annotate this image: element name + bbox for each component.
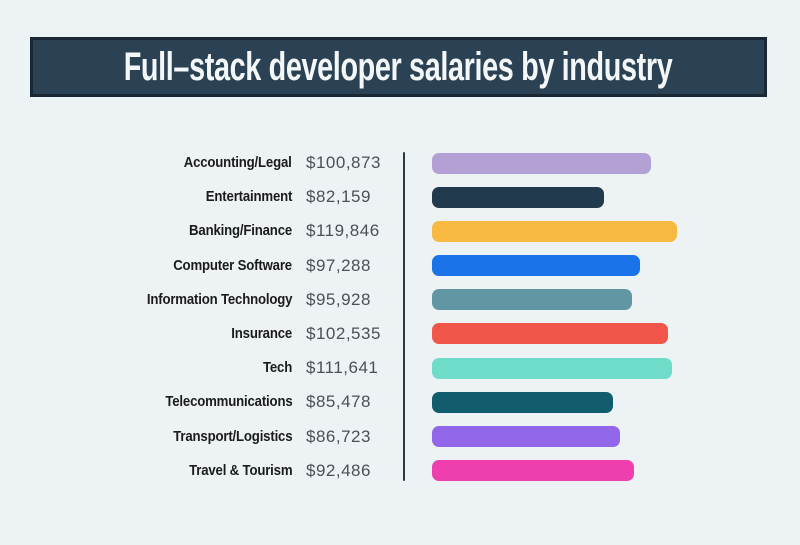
bar (432, 357, 672, 379)
page-title: Full–stack developer salaries by industr… (124, 44, 673, 89)
value-label: $95,928 (306, 289, 371, 309)
chart-row: Entertainment $82,159 (0, 180, 800, 214)
category-label: Banking/Finance (189, 222, 292, 240)
chart-row: Travel & Tourism $92,486 (0, 454, 800, 488)
axis-baseline (403, 152, 405, 481)
value-label: $85,478 (306, 392, 371, 412)
category-label: Information Technology (146, 290, 293, 308)
value-label: $82,159 (306, 187, 371, 207)
bar (432, 391, 613, 413)
chart-row: Computer Software $97,288 (0, 249, 800, 283)
chart-row: Transport/Logistics $86,723 (0, 420, 800, 454)
bar (432, 460, 634, 482)
title-banner: Full–stack developer salaries by industr… (30, 37, 767, 97)
chart-row: Accounting/Legal $100,873 (0, 146, 800, 180)
value-label: $111,641 (306, 358, 379, 378)
category-label: Travel & Tourism (188, 461, 292, 479)
category-label: Insurance (231, 324, 292, 342)
chart-row: Tech $111,641 (0, 351, 800, 385)
category-label: Computer Software (173, 256, 292, 274)
bar (432, 323, 668, 345)
category-label: Accounting/Legal (184, 154, 292, 171)
chart-row: Information Technology $95,928 (0, 283, 800, 317)
value-label: $86,723 (306, 426, 371, 446)
value-label: $102,535 (306, 323, 381, 343)
bar (432, 255, 640, 277)
category-label: Entertainment (205, 188, 293, 206)
value-label: $97,288 (306, 255, 371, 275)
bar (432, 220, 677, 242)
bar (432, 152, 651, 174)
bar (432, 426, 620, 447)
category-label: Telecommunications (164, 393, 292, 411)
category-label: Transport/Logistics (172, 427, 292, 445)
bar (432, 289, 632, 311)
chart-row: Telecommunications $85,478 (0, 385, 800, 419)
bar-chart: Accounting/Legal $100,873 Entertainment … (0, 146, 800, 488)
value-label: $100,873 (306, 153, 381, 172)
value-label: $92,486 (306, 460, 371, 480)
category-label: Tech (262, 359, 292, 377)
bar (432, 186, 604, 208)
chart-row: Insurance $102,535 (0, 317, 800, 351)
value-label: $119,846 (306, 221, 380, 241)
chart-row: Banking/Finance $119,846 (0, 214, 800, 248)
